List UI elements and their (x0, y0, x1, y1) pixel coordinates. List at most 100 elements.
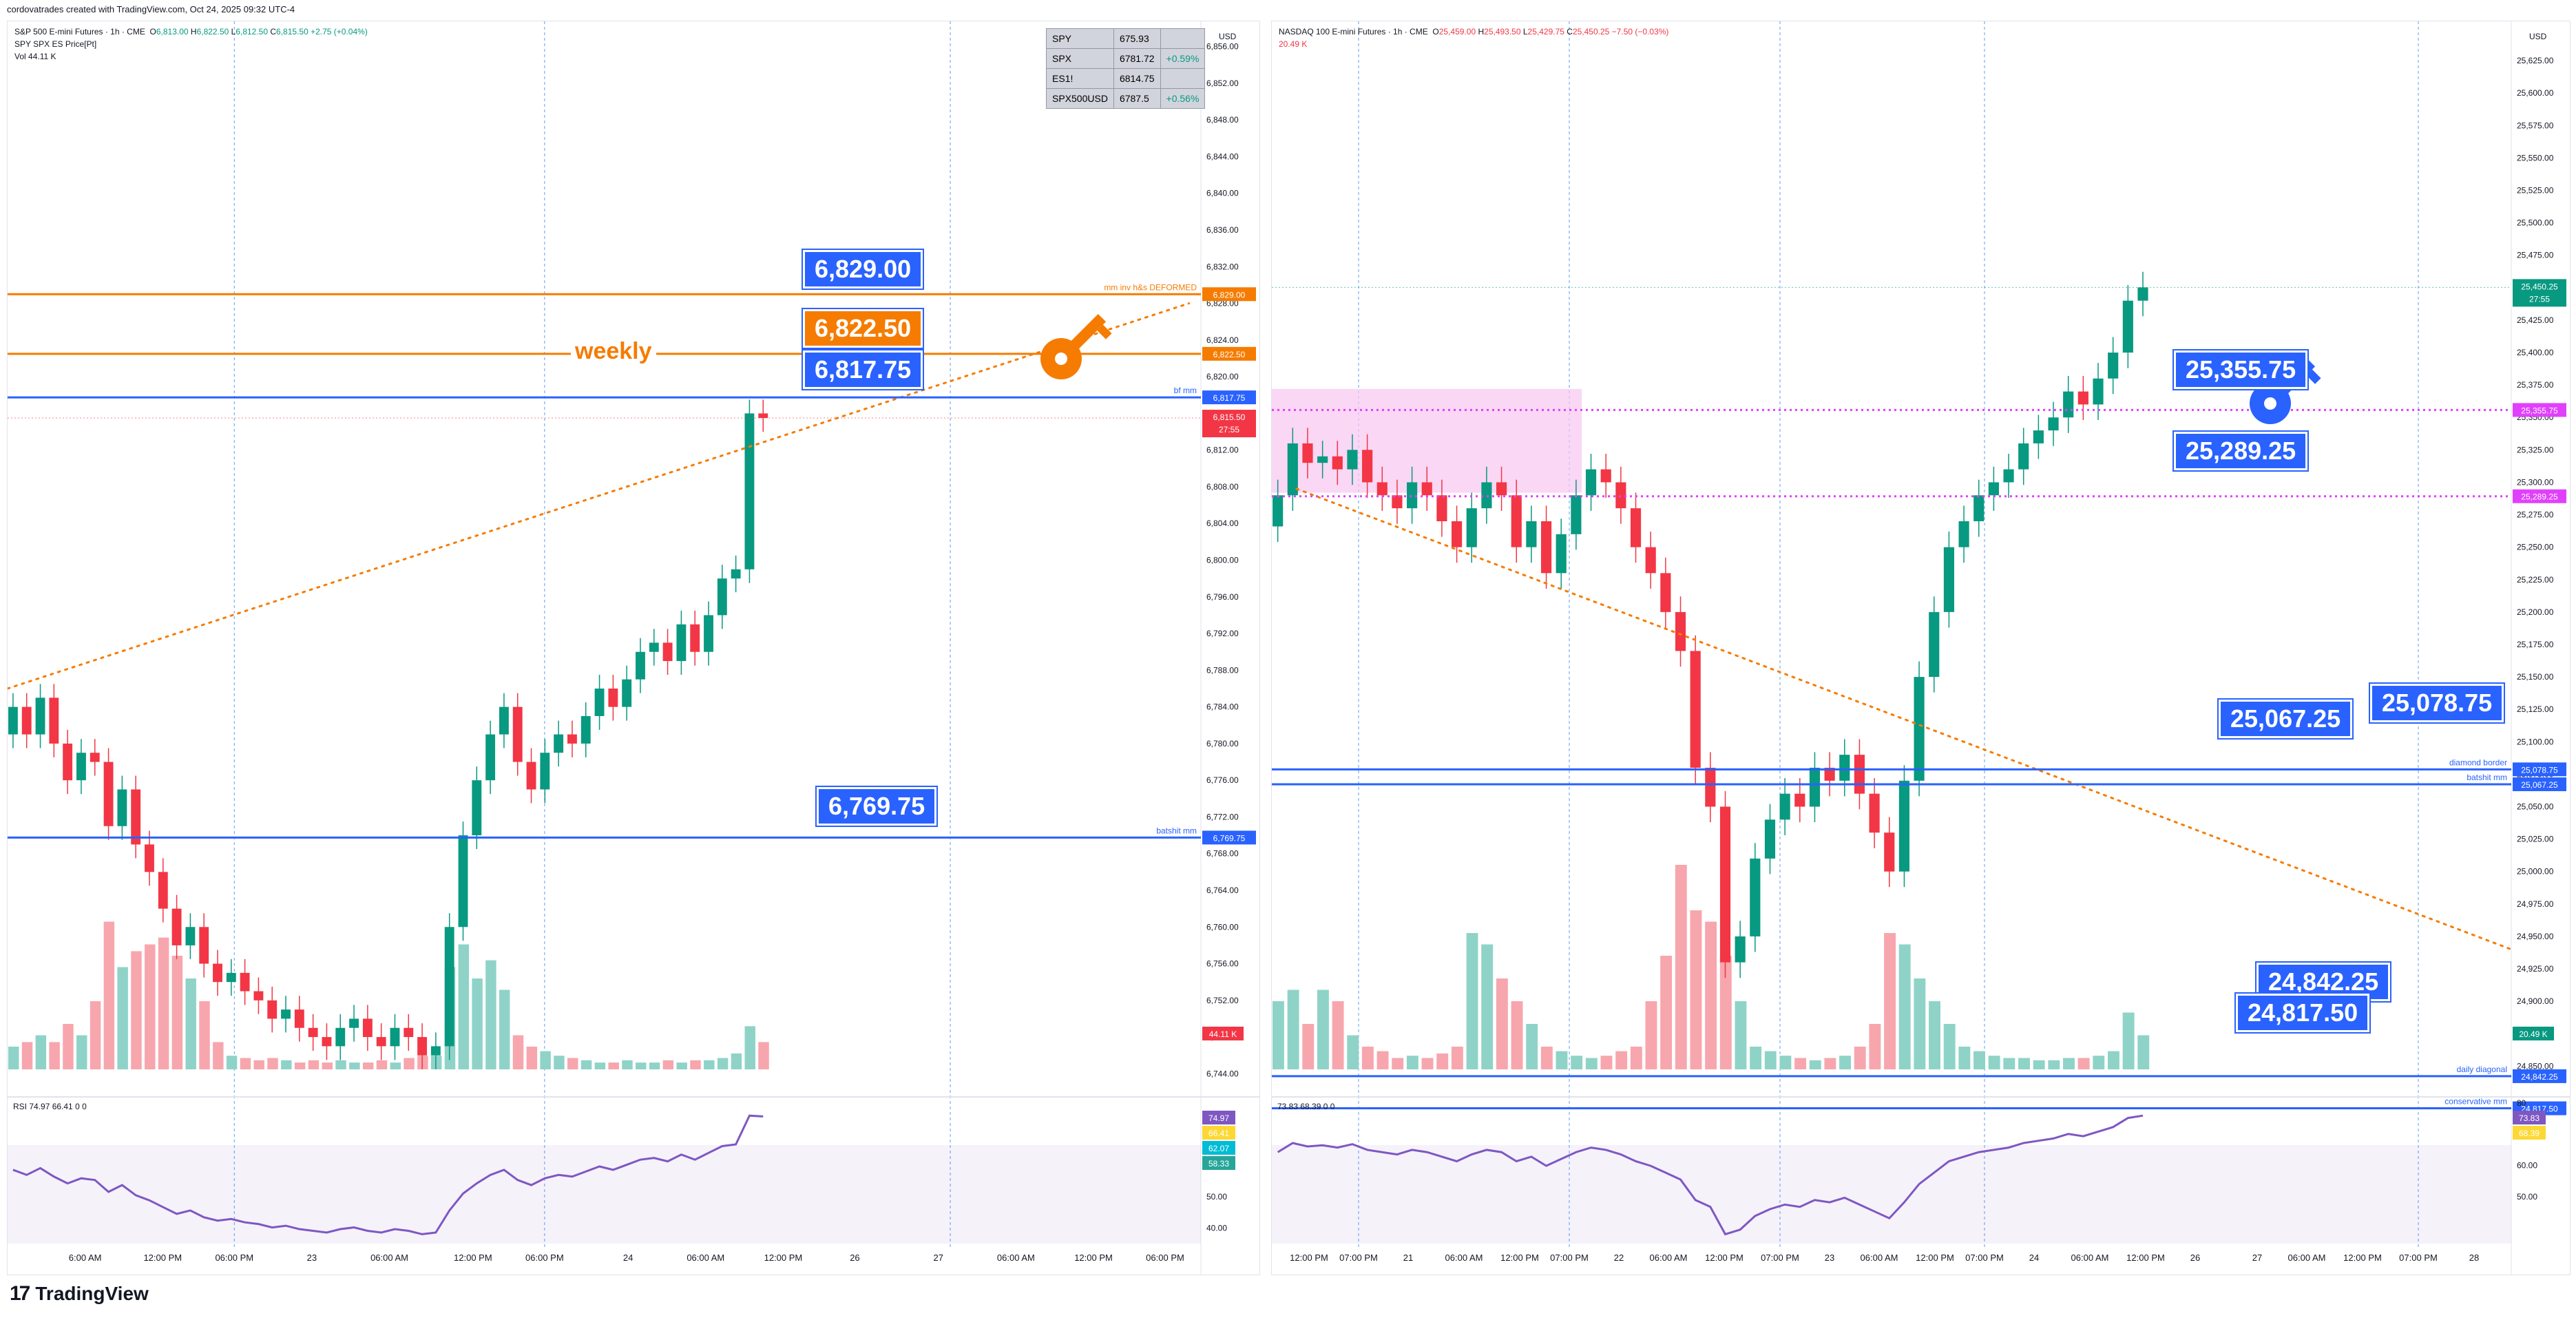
nq-chart-canvas[interactable]: USD24,850.0024,875.0024,900.0024,925.002… (1272, 21, 2570, 1275)
x-tick-label: 27 (934, 1253, 943, 1263)
callout-24817[interactable]: 24,817.50 (2236, 994, 2370, 1032)
volume-bar (676, 1062, 687, 1069)
volume-bar (417, 1056, 428, 1069)
x-tick-label: 12:00 PM (1916, 1253, 1954, 1263)
volume-bar (1347, 1035, 1359, 1069)
candle (1540, 521, 1552, 574)
volume-bar (226, 1056, 238, 1069)
candle (1436, 495, 1447, 521)
candle (540, 753, 550, 790)
last-price-tag-text: 6,815.50 (1213, 412, 1246, 422)
candle (117, 789, 127, 826)
price-level-tag (2513, 403, 2566, 417)
candle (744, 413, 755, 569)
y-tick-label: 6,808.00 (1206, 482, 1239, 492)
volume-bar (1273, 1001, 1284, 1069)
rsi-tick-label: 60.00 (2517, 1161, 2537, 1171)
rsi-tag-text: 68.39 (2519, 1129, 2540, 1138)
quote-change: +0.56% (1160, 88, 1206, 109)
candle (267, 1000, 278, 1019)
price-level-tag (2513, 777, 2566, 791)
rsi-tick-label: 80 (2517, 1098, 2526, 1108)
volume-bar (1571, 1056, 1583, 1069)
candle (1376, 482, 1388, 496)
candle (1392, 495, 1403, 509)
y-tick-label: 6,812.00 (1206, 446, 1239, 455)
volume-bar (731, 1053, 742, 1069)
price-level-label: bf mm (1174, 386, 1197, 395)
candle (90, 753, 100, 762)
callout-25067[interactable]: 25,067.25 (2219, 700, 2353, 738)
rsi-tag-text: 74.97 (1208, 1113, 1229, 1123)
volume-tag (1202, 1027, 1244, 1040)
y-tick-label: 6,836.00 (1206, 225, 1239, 235)
volume-bar (1839, 1056, 1852, 1069)
volume-bar (308, 1060, 320, 1069)
volume-bar (267, 1058, 278, 1069)
currency-label: USD (1219, 32, 1237, 41)
quote-change: +0.59% (1160, 48, 1206, 69)
price-level-tag-text: 24,842.25 (2521, 1072, 2558, 1082)
x-tick-label: 23 (307, 1253, 317, 1263)
es-change: +2.75 (+0.04%) (311, 27, 368, 36)
volume-bar (1750, 1047, 1762, 1069)
candle (226, 972, 236, 983)
x-tick-label: 06:00 AM (1445, 1253, 1483, 1263)
x-tick-label: 06:00 PM (525, 1253, 564, 1263)
volume-bar (485, 960, 496, 1069)
volume-bar (1809, 1060, 1821, 1069)
x-tick-label: 06:00 AM (997, 1253, 1035, 1263)
volume-tag-text: 20.49 K (2519, 1029, 2547, 1039)
chart-panel-es[interactable]: USD6,744.006,748.006,752.006,756.006,760… (7, 21, 1260, 1275)
quote-symbol: SPX500USD (1046, 88, 1114, 109)
es-low: 6,812.50 (235, 27, 269, 36)
candle (1869, 793, 1880, 833)
es-chart-canvas[interactable]: USD6,744.006,748.006,752.006,756.006,760… (8, 21, 1259, 1275)
candle (458, 835, 468, 928)
rsi-band (8, 1145, 1201, 1244)
nq-title: NASDAQ 100 E-mini Futures · 1h · CME (1279, 27, 1428, 36)
callout-25078[interactable]: 25,078.75 (2370, 684, 2504, 722)
candle (1779, 793, 1790, 820)
price-level-tag-text: 25,067.25 (2521, 780, 2558, 790)
candle (608, 688, 618, 707)
candle (1750, 858, 1761, 936)
volume-bar (472, 978, 483, 1069)
candle (63, 743, 73, 781)
candle (1481, 482, 1492, 509)
volume-bar (335, 1060, 346, 1069)
volume-bar (117, 967, 128, 1069)
callout-25355[interactable]: 25,355.75 (2174, 350, 2308, 389)
candle (390, 1027, 400, 1047)
candle (1585, 469, 1597, 496)
volume-bar (294, 1062, 306, 1069)
rsi-line (12, 1114, 764, 1235)
x-tick-label: 06:00 AM (370, 1253, 408, 1263)
candle (1764, 819, 1776, 859)
y-tick-label: 6,784.00 (1206, 702, 1239, 712)
volume-bar (608, 1062, 619, 1069)
volume-bar (690, 1060, 701, 1069)
candle (1496, 482, 1507, 496)
candle (185, 927, 196, 945)
volume-bar (76, 1035, 87, 1069)
x-tick-label: 12:00 PM (1500, 1253, 1539, 1263)
callout-6817[interactable]: 6,817.75 (803, 350, 923, 389)
rsi-tag (2513, 1126, 2546, 1140)
volume-bar (1361, 1047, 1374, 1069)
candle (49, 698, 59, 744)
chart-panel-nq[interactable]: USD24,850.0024,875.0024,900.0024,925.002… (1271, 21, 2570, 1275)
callout-6829[interactable]: 6,829.00 (803, 250, 923, 289)
price-level-tag-text: 25,078.75 (2521, 765, 2558, 775)
y-tick-label: 6,804.00 (1206, 518, 1239, 528)
y-tick-label: 25,225.00 (2517, 575, 2554, 585)
callout-6822[interactable]: 6,822.50 (803, 309, 923, 348)
candle (2077, 391, 2088, 405)
callout-6769[interactable]: 6,769.75 (817, 787, 937, 826)
rsi-tag (1202, 1156, 1235, 1170)
x-tick-label: 06:00 AM (1861, 1253, 1898, 1263)
callout-25289[interactable]: 25,289.25 (2174, 432, 2308, 470)
y-tick-label: 6,760.00 (1206, 922, 1239, 932)
candle (1690, 651, 1701, 768)
candle (1526, 521, 1537, 547)
